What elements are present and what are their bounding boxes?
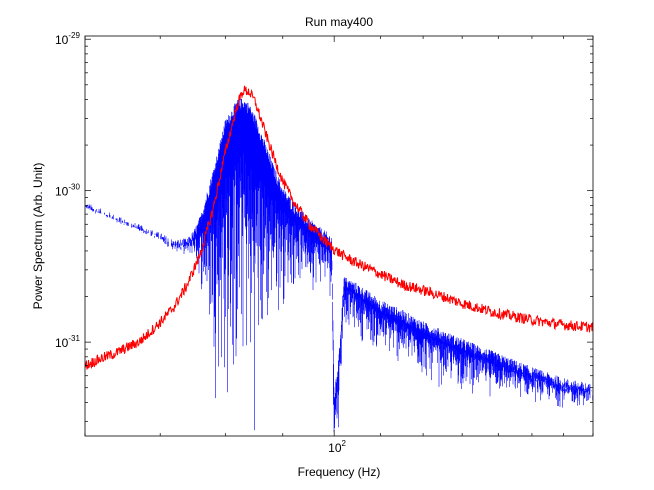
series-group bbox=[85, 85, 593, 433]
y-tick-label: 10-29 bbox=[55, 31, 80, 47]
y-axis-label: Power Spectrum (Arb. Unit) bbox=[31, 163, 45, 310]
y-tick-label: 10-31 bbox=[55, 334, 80, 350]
y-tick-label-base: 10 bbox=[55, 185, 69, 199]
y-tick-label-exp: -29 bbox=[68, 31, 80, 40]
x-tick-label-base: 10 bbox=[328, 441, 342, 455]
x-tick-label-exp: 2 bbox=[342, 439, 347, 448]
y-tick-label: 10-30 bbox=[55, 183, 80, 199]
x-axis-label: Frequency (Hz) bbox=[298, 465, 381, 479]
y-tick-label-exp: -31 bbox=[68, 334, 80, 343]
x-tick-label: 102 bbox=[328, 439, 346, 455]
x-axis: 102 bbox=[84, 36, 594, 455]
series-blue bbox=[85, 98, 593, 433]
y-tick-label-exp: -30 bbox=[68, 183, 80, 192]
y-tick-label-base: 10 bbox=[55, 336, 69, 350]
y-tick-label-base: 10 bbox=[55, 33, 69, 47]
chart-title: Run may400 bbox=[305, 15, 373, 29]
series-red bbox=[85, 85, 593, 370]
